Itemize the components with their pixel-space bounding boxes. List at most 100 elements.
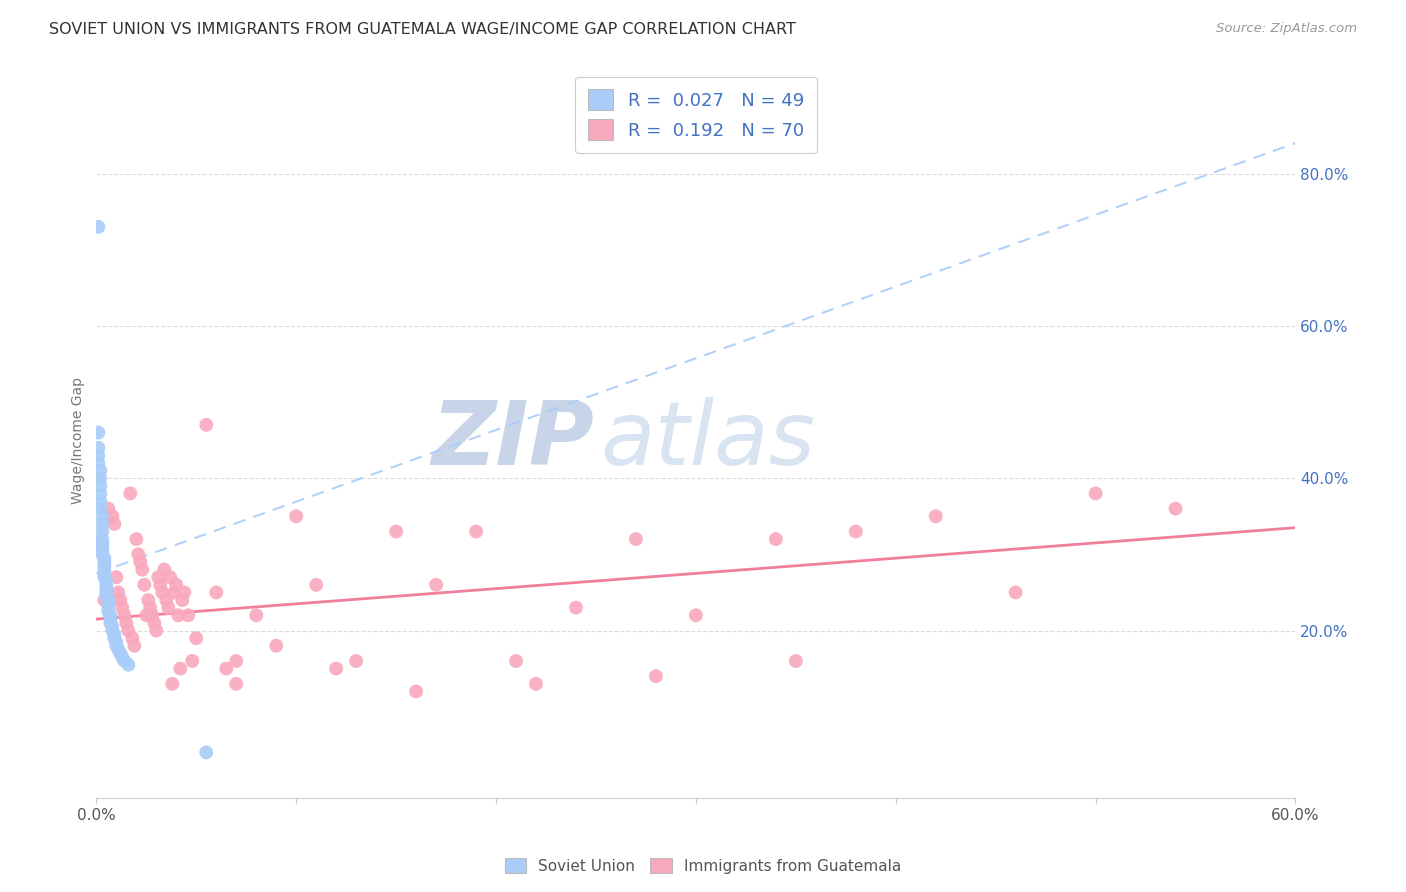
Point <box>131 563 153 577</box>
Point <box>173 585 195 599</box>
Point <box>162 677 184 691</box>
Point <box>264 639 287 653</box>
Point <box>112 608 135 623</box>
Text: atlas: atlas <box>600 397 815 483</box>
Point <box>565 600 588 615</box>
Point <box>121 631 143 645</box>
Point <box>93 566 115 581</box>
Point <box>149 578 172 592</box>
Point <box>181 654 204 668</box>
Legend: R =  0.027   N = 49, R =  0.192   N = 70: R = 0.027 N = 49, R = 0.192 N = 70 <box>575 77 817 153</box>
Point <box>89 501 111 516</box>
Point <box>344 654 367 668</box>
Point <box>125 532 148 546</box>
Point <box>195 417 218 432</box>
Point <box>93 555 115 569</box>
Point <box>685 608 707 623</box>
Point <box>103 631 125 645</box>
Point <box>89 464 111 478</box>
Point <box>103 516 125 531</box>
Point <box>505 654 527 668</box>
Point <box>645 669 668 683</box>
Legend: Soviet Union, Immigrants from Guatemala: Soviet Union, Immigrants from Guatemala <box>499 852 907 880</box>
Point <box>91 509 114 524</box>
Point <box>105 570 128 584</box>
Point <box>1004 585 1026 599</box>
Point <box>91 540 114 554</box>
Point <box>93 563 115 577</box>
Point <box>245 608 267 623</box>
Point <box>117 657 139 672</box>
Point <box>159 570 181 584</box>
Point <box>425 578 447 592</box>
Point <box>124 639 146 653</box>
Point <box>112 654 135 668</box>
Point <box>96 582 118 596</box>
Point <box>91 532 114 546</box>
Point <box>157 600 180 615</box>
Point <box>89 486 111 500</box>
Point <box>169 662 191 676</box>
Point <box>89 494 111 508</box>
Point <box>785 654 807 668</box>
Point <box>101 509 124 524</box>
Point <box>925 509 948 524</box>
Point <box>93 570 115 584</box>
Point <box>97 597 120 611</box>
Point <box>205 585 228 599</box>
Point <box>120 486 142 500</box>
Point <box>110 646 132 660</box>
Point <box>91 543 114 558</box>
Point <box>385 524 408 539</box>
Point <box>129 555 152 569</box>
Point <box>87 448 110 462</box>
Point <box>97 501 120 516</box>
Point <box>97 593 120 607</box>
Point <box>87 441 110 455</box>
Point <box>215 662 238 676</box>
Point <box>98 615 121 630</box>
Point <box>285 509 308 524</box>
Point <box>172 593 194 607</box>
Point <box>153 563 176 577</box>
Point <box>195 745 218 759</box>
Point <box>845 524 868 539</box>
Point <box>101 624 124 638</box>
Point <box>465 524 488 539</box>
Point <box>139 600 162 615</box>
Point <box>1084 486 1107 500</box>
Point <box>97 605 120 619</box>
Point <box>325 662 347 676</box>
Point <box>225 654 247 668</box>
Point <box>127 547 149 561</box>
Text: ZIP: ZIP <box>432 397 593 483</box>
Text: SOVIET UNION VS IMMIGRANTS FROM GUATEMALA WAGE/INCOME GAP CORRELATION CHART: SOVIET UNION VS IMMIGRANTS FROM GUATEMAL… <box>49 22 796 37</box>
Point <box>115 615 138 630</box>
Point <box>87 456 110 470</box>
Point <box>87 425 110 440</box>
Point <box>96 585 118 599</box>
Point <box>87 219 110 234</box>
Point <box>93 593 115 607</box>
Point <box>524 677 547 691</box>
Point <box>136 593 159 607</box>
Point <box>145 624 167 638</box>
Point <box>165 578 187 592</box>
Point <box>405 684 427 698</box>
Point <box>91 547 114 561</box>
Point <box>225 677 247 691</box>
Point <box>101 620 124 634</box>
Point <box>105 639 128 653</box>
Point <box>96 578 118 592</box>
Point <box>103 627 125 641</box>
Point <box>93 551 115 566</box>
Point <box>148 570 170 584</box>
Point <box>186 631 208 645</box>
Point <box>97 600 120 615</box>
Point <box>111 650 134 665</box>
Point <box>134 578 156 592</box>
Point <box>305 578 328 592</box>
Point <box>155 593 177 607</box>
Point <box>117 624 139 638</box>
Point <box>89 479 111 493</box>
